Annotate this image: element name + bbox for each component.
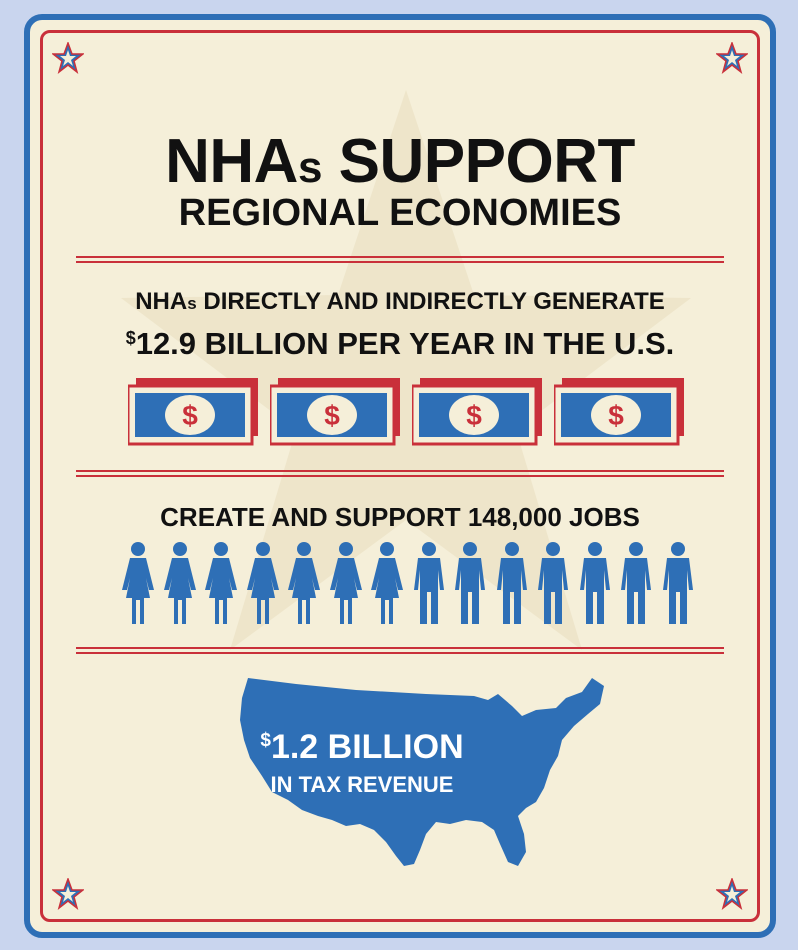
poster-subtitle: REGIONAL ECONOMIES (178, 192, 622, 234)
person-male-icon (455, 542, 485, 624)
dollar-bills: $ $ $ $ (128, 378, 688, 448)
corner-star-icon (52, 42, 84, 74)
corner-star-icon (52, 878, 84, 910)
person-female-icon (163, 542, 196, 624)
economy-currency: $ (125, 328, 136, 348)
person-female-icon (122, 542, 154, 624)
us-map-icon (240, 678, 604, 866)
corner-star-icon (716, 42, 748, 74)
divider-rule (76, 647, 724, 654)
economy-generate: DIRECTLY AND INDIRECTLY GENERATE (196, 288, 665, 315)
person-female-icon (371, 542, 403, 624)
divider-rule (76, 256, 724, 263)
dollar-bill-icon: $ (412, 378, 542, 446)
title-support: SUPPORT (321, 127, 636, 196)
title-nha: NHA (165, 127, 298, 196)
tax-value: 1.2 BILLION (270, 728, 464, 766)
divider-rule (76, 470, 724, 477)
infographic-poster: NHAs SUPPORT REGIONAL ECONOMIES NHAs DIR… (24, 14, 776, 938)
person-male-icon (662, 542, 693, 624)
person-female-icon (205, 542, 237, 624)
person-male-icon (413, 542, 444, 624)
bill-symbol: $ (608, 400, 624, 431)
economy-nha: NHA (135, 288, 188, 315)
inner-frame (40, 30, 760, 922)
economy-line-2: $12.9 BILLION PER YEAR IN THE U.S. (30, 326, 770, 362)
economy-s: s (187, 294, 197, 313)
person-female-icon (246, 542, 279, 624)
dollar-bill-icon: $ (554, 378, 684, 446)
person-male-icon (621, 542, 651, 624)
dollar-bill-icon: $ (270, 378, 400, 446)
bill-symbol: $ (466, 400, 482, 431)
person-female-icon (329, 542, 362, 624)
person-male-icon (538, 542, 568, 624)
economy-line-1: NHAs DIRECTLY AND INDIRECTLY GENERATE (30, 288, 770, 316)
poster-title: NHAs SUPPORT (30, 126, 770, 197)
person-male-icon (496, 542, 527, 624)
bill-symbol: $ (324, 400, 340, 431)
dollar-bill-icon: $ (128, 378, 258, 446)
bill-symbol: $ (182, 400, 198, 431)
jobs-statement: CREATE AND SUPPORT 148,000 JOBS (160, 502, 640, 532)
person-female-icon (288, 542, 320, 624)
person-male-icon (579, 542, 610, 624)
tax-label: IN TAX REVENUE (270, 772, 454, 797)
title-s: s (297, 143, 322, 192)
tax-amount: $1.2 BILLION (242, 728, 482, 767)
people-row (118, 542, 698, 626)
tax-currency: $ (260, 730, 271, 751)
economy-amount: 12.9 BILLION PER YEAR IN THE U.S. (135, 326, 675, 361)
background-star-icon (121, 90, 691, 650)
corner-star-icon (716, 878, 748, 910)
